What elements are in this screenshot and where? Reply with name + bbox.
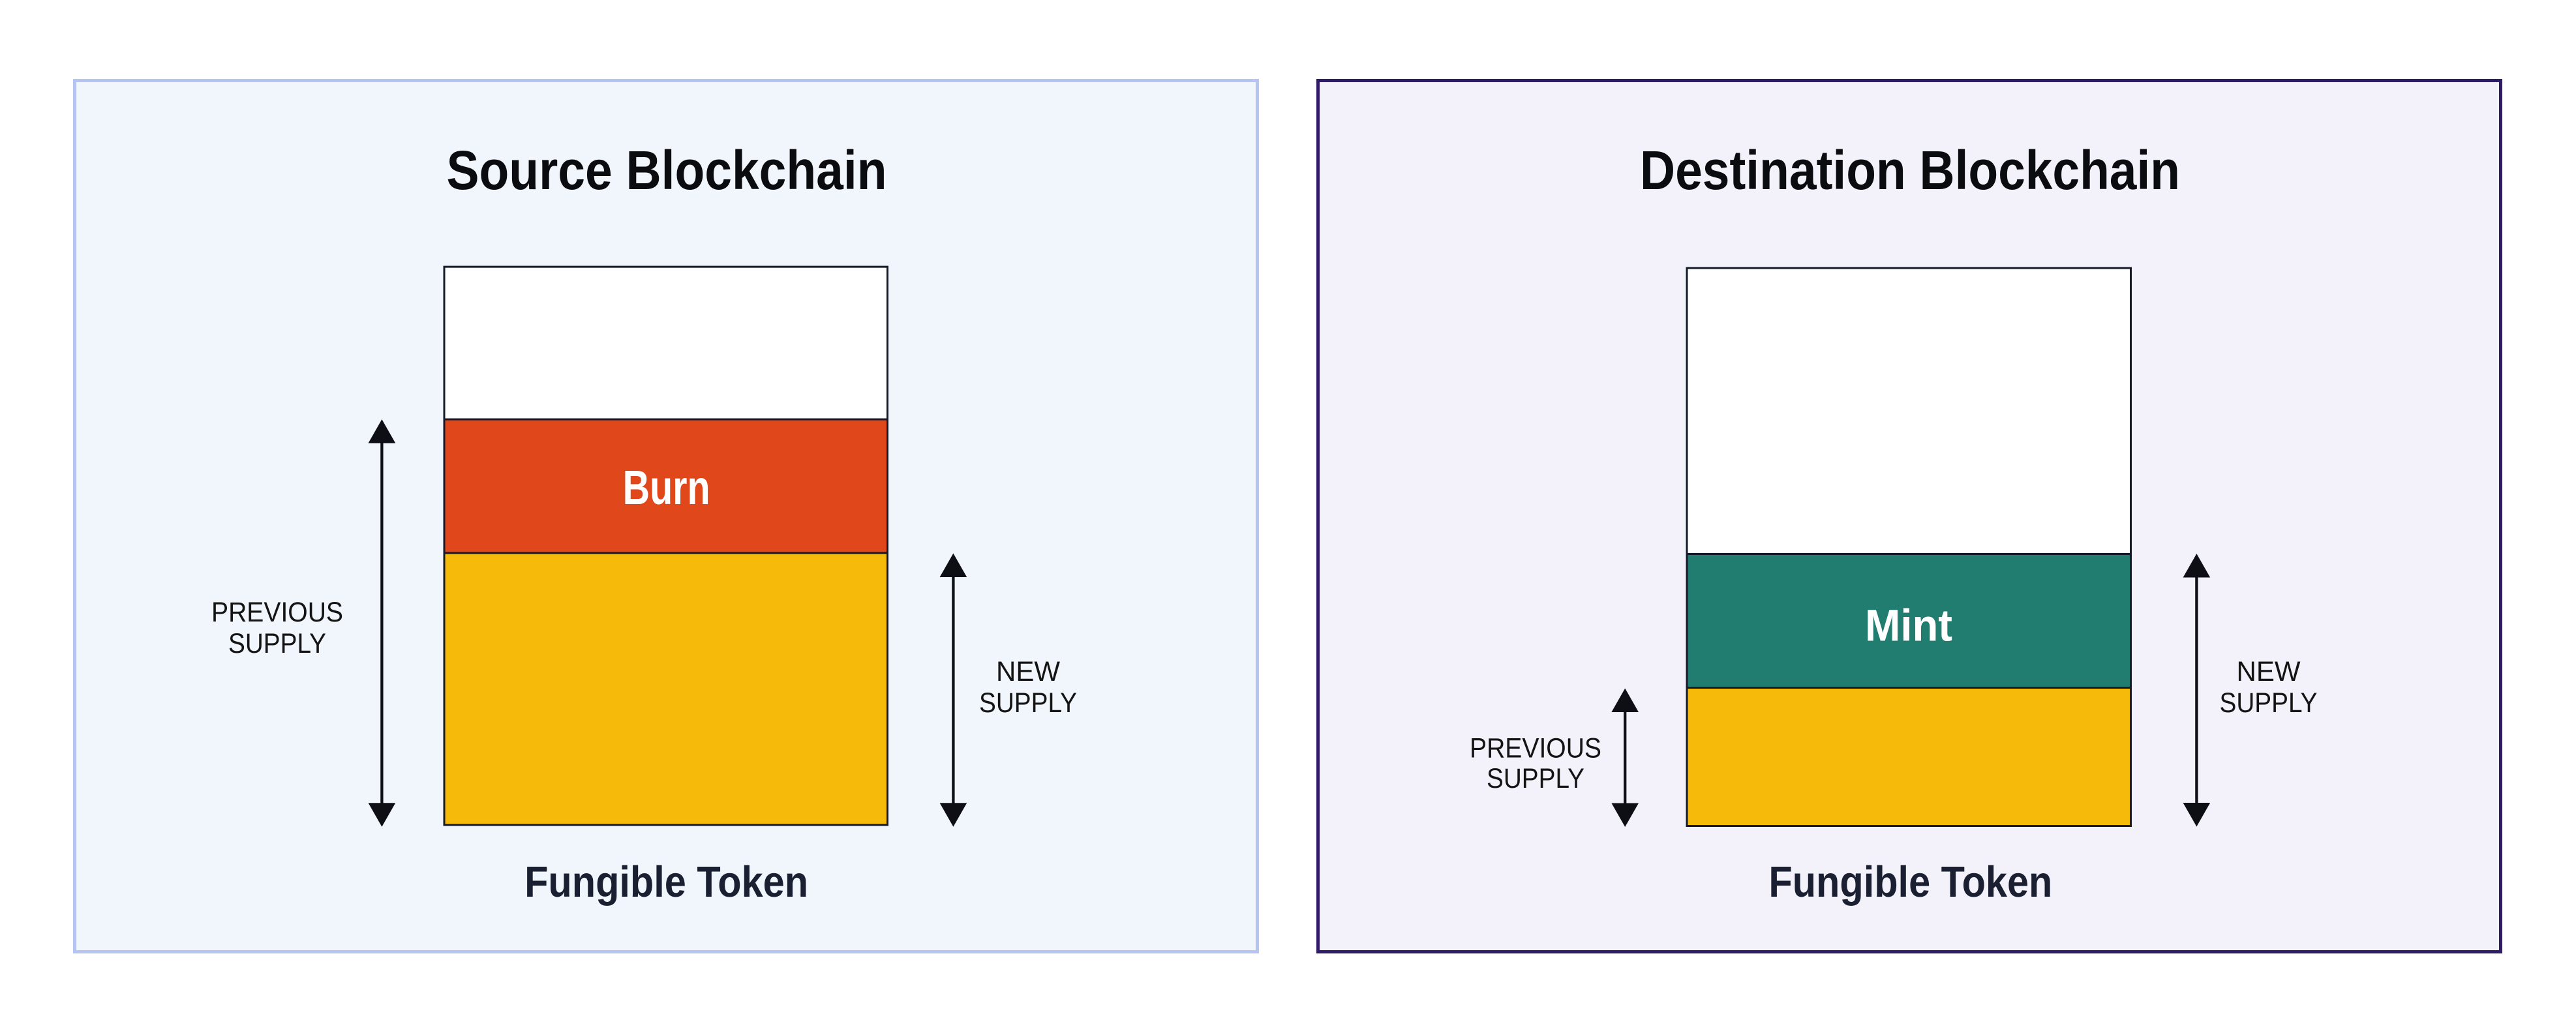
svg-text:SUPPLY: SUPPLY bbox=[228, 629, 326, 659]
svg-text:Burn: Burn bbox=[623, 460, 710, 515]
svg-text:NEW: NEW bbox=[2237, 657, 2301, 687]
svg-text:PREVIOUS: PREVIOUS bbox=[211, 597, 343, 628]
svg-text:PREVIOUS: PREVIOUS bbox=[1470, 734, 1601, 764]
svg-text:SUPPLY: SUPPLY bbox=[1487, 764, 1584, 794]
svg-text:SUPPLY: SUPPLY bbox=[979, 688, 1077, 719]
svg-text:Fungible Token: Fungible Token bbox=[1768, 858, 2052, 906]
svg-text:SUPPLY: SUPPLY bbox=[2220, 688, 2318, 719]
svg-text:Mint: Mint bbox=[1865, 601, 1952, 651]
svg-text:Source Blockchain: Source Blockchain bbox=[447, 140, 887, 201]
svg-text:Fungible Token: Fungible Token bbox=[524, 858, 808, 906]
svg-text:NEW: NEW bbox=[996, 657, 1060, 687]
svg-text:Destination Blockchain: Destination Blockchain bbox=[1640, 140, 2180, 201]
